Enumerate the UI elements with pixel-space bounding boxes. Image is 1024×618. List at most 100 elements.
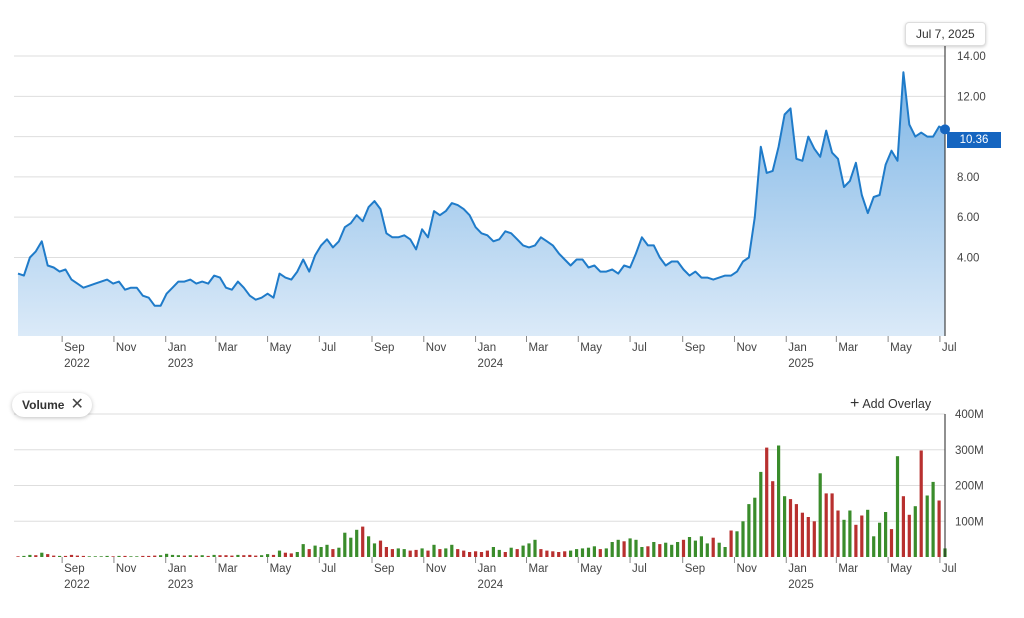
volume-bar: [319, 547, 323, 557]
volume-bar: [907, 514, 911, 557]
volume-bars: [16, 445, 947, 558]
volume-bar: [687, 537, 692, 557]
volume-bar: [331, 549, 335, 557]
add-overlay-label: Add Overlay: [862, 397, 932, 411]
volume-bar: [420, 548, 424, 557]
volume-bar: [87, 556, 91, 557]
last-point-marker: [940, 124, 950, 135]
volume-bar: [390, 549, 394, 557]
volume-gridlines: [14, 413, 945, 522]
volume-bar: [610, 542, 614, 557]
volume-bar: [699, 536, 703, 557]
x-tick-label: Jan: [168, 342, 187, 354]
y-tick-label: 8.00: [957, 172, 979, 184]
volume-bar: [254, 555, 258, 557]
x-tick-label: May: [890, 342, 912, 354]
volume-bar: [165, 553, 169, 557]
volume-bar: [664, 542, 668, 557]
x-tick-year: 2023: [168, 358, 194, 370]
volume-bar: [658, 544, 662, 557]
volume-bar: [604, 548, 608, 557]
x-tick-year: 2023: [168, 579, 194, 591]
last-value-badge: 10.36: [947, 132, 1001, 148]
volume-bar: [741, 521, 745, 558]
volume-bar: [99, 556, 103, 557]
volume-bar: [634, 539, 638, 557]
volume-bar: [842, 519, 846, 557]
add-overlay-button[interactable]: + Add Overlay: [850, 396, 931, 412]
volume-bar: [153, 555, 157, 557]
x-tick-label: Nov: [116, 342, 137, 354]
volume-bar: [372, 543, 377, 557]
x-tick-label: May: [270, 563, 292, 575]
x-tick-label: Jul: [942, 563, 957, 575]
x-tick-label: Mar: [528, 342, 548, 354]
volume-bar: [468, 552, 472, 557]
volume-bar: [52, 555, 56, 557]
x-tick-label: Mar: [838, 342, 858, 354]
y-tick-label: 400M: [955, 409, 984, 421]
volume-bar: [895, 456, 900, 557]
volume-bar: [343, 532, 347, 557]
hover-date-text: Jul 7, 2025: [916, 27, 975, 41]
volume-bar: [22, 555, 26, 557]
close-icon[interactable]: ✕: [70, 396, 84, 413]
volume-bar: [491, 547, 495, 557]
x-tick-label: Nov: [736, 563, 757, 575]
volume-bar: [462, 550, 466, 557]
x-tick-year: 2025: [788, 579, 814, 591]
x-tick-year: 2022: [64, 579, 90, 591]
volume-bar: [913, 506, 917, 557]
price-x-axis: Sep 2022 Nov Jan 2023 Mar May Jul Sep Nov Jan 2024 M…: [61, 336, 957, 370]
volume-bar: [337, 547, 341, 557]
volume-bar: [569, 550, 573, 557]
volume-bar: [515, 549, 519, 557]
volume-bar: [206, 555, 210, 557]
x-tick-label: Jan: [478, 342, 497, 354]
volume-bar: [426, 550, 430, 557]
volume-bar: [783, 496, 787, 557]
volume-bar: [236, 554, 240, 557]
x-tick-label: May: [580, 342, 602, 354]
x-tick-label: Jan: [478, 563, 497, 575]
x-tick-label: Jul: [632, 563, 647, 575]
volume-bar: [123, 555, 127, 557]
hover-date-label: Jul 7, 2025: [905, 22, 986, 46]
x-tick-label: Nov: [426, 563, 447, 575]
volume-bar: [414, 549, 418, 557]
volume-bar: [771, 481, 775, 557]
volume-bar: [266, 554, 270, 557]
x-tick-year: 2024: [478, 358, 504, 370]
volume-bar: [141, 555, 145, 557]
volume-bar: [75, 555, 79, 557]
volume-bar: [616, 539, 620, 557]
volume-bar: [931, 481, 935, 557]
volume-bar: [854, 524, 858, 557]
x-tick-label: Mar: [218, 563, 238, 575]
volume-bar: [860, 515, 864, 557]
volume-bar: [735, 531, 739, 557]
volume-bar: [848, 510, 852, 557]
volume-bar: [729, 530, 733, 557]
volume-bar: [230, 555, 234, 557]
volume-bar: [545, 550, 549, 557]
price-area: [18, 72, 945, 336]
volume-bar: [705, 543, 709, 557]
volume-bar: [200, 555, 204, 557]
volume-bar: [836, 510, 840, 557]
volume-bar: [378, 540, 383, 557]
volume-bar: [889, 529, 894, 557]
x-tick-label: Sep: [374, 563, 394, 575]
volume-bar: [723, 547, 727, 557]
volume-bar: [325, 544, 329, 557]
volume-bar: [58, 555, 62, 557]
volume-bar: [129, 556, 133, 557]
volume-bar: [586, 547, 591, 557]
volume-bar: [188, 555, 192, 557]
volume-bar: [16, 556, 20, 557]
y-tick-label: 14.00: [957, 51, 986, 63]
volume-bar: [527, 543, 531, 557]
volume-bar: [170, 554, 175, 557]
